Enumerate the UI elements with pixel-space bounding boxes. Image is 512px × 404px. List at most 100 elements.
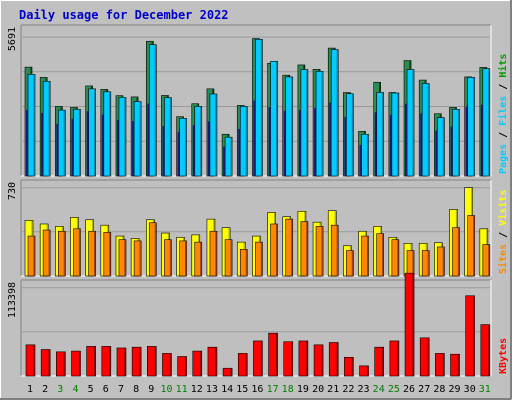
kbytes-bar-1	[25, 344, 36, 377]
sites-bar-7-face	[118, 239, 127, 277]
files-bar-24-edge	[382, 93, 384, 176]
legend-visits: Sites / Visits	[497, 190, 509, 274]
kbytes-bar-20-edge	[321, 345, 323, 376]
x-tick-27: 27	[418, 384, 430, 395]
files-bar-15	[239, 106, 248, 177]
sites-bar-2-face	[42, 229, 51, 277]
kbytes-bar-18	[283, 341, 294, 377]
files-bar-3-edge	[63, 110, 65, 176]
kbytes-bar-24-face	[374, 346, 385, 377]
sites-bar-26-edge	[412, 251, 414, 276]
sites-bar-10-edge	[169, 240, 172, 276]
kbytes-bar-7	[116, 347, 127, 377]
x-tick-25: 25	[388, 384, 400, 395]
kbytes-bar-27-edge	[427, 338, 429, 376]
sites-bar-6	[103, 232, 112, 277]
kbytes-bar-31-edge	[488, 325, 490, 376]
pages-bar-6	[101, 114, 104, 176]
legend-hits: Hits	[497, 54, 509, 78]
sites-bar-17-face	[270, 223, 278, 277]
files-bar-1-edge	[33, 74, 35, 176]
kbytes-bar-26	[404, 272, 415, 377]
x-tick-19: 19	[297, 384, 309, 395]
kbytes-bar-7-edge	[124, 348, 126, 376]
pages-bar-25	[389, 114, 392, 176]
files-bar-20-edge	[321, 71, 323, 176]
kbytes-bar-25	[389, 340, 400, 377]
y-max-label-kbytes: 113398	[7, 282, 18, 318]
kbytes-bar-14	[222, 367, 233, 377]
pages-bar-18	[283, 110, 286, 176]
sites-bar-6-face	[103, 232, 112, 277]
x-tick-29: 29	[448, 384, 460, 395]
kbytes-bar-26-face	[404, 272, 415, 377]
sites-bar-12-edge	[200, 242, 202, 276]
kbytes-bar-3-edge	[63, 352, 65, 376]
sites-bar-1-edge	[33, 236, 35, 276]
kbytes-bar-22-face	[344, 357, 354, 377]
kbytes-bar-18-face	[283, 341, 294, 377]
x-tick-12: 12	[191, 384, 203, 395]
pages-bar-19	[298, 110, 301, 176]
sites-bar-15-face	[239, 249, 248, 277]
pages-bar-3	[56, 123, 59, 176]
x-tick-23: 23	[357, 384, 369, 395]
kbytes-bar-25-face	[389, 340, 400, 377]
pages-bar-24	[374, 112, 377, 176]
sites-bar-12-face	[194, 241, 203, 277]
sites-bar-3	[58, 230, 66, 277]
kbytes-bar-31	[480, 324, 491, 377]
files-bar-30-edge	[473, 77, 475, 176]
bar-marks	[24, 38, 491, 377]
legend-separator: /	[498, 78, 509, 96]
sites-bar-31-edge	[488, 245, 490, 276]
files-bar-27-edge	[427, 83, 429, 176]
files-bar-7-edge	[124, 97, 126, 176]
kbytes-bar-29	[450, 353, 460, 377]
sites-bar-14	[224, 239, 233, 277]
sites-bar-7-edge	[124, 240, 126, 276]
sites-bar-2-edge	[48, 230, 50, 276]
sites-bar-1	[27, 235, 36, 277]
kbytes-bar-21	[328, 342, 339, 377]
y-max-labels: 5691 730 113398	[7, 27, 18, 318]
kbytes-bar-13	[207, 346, 218, 377]
legend-usage: Pages / Files / Hits	[497, 54, 509, 174]
x-tick-1: 1	[27, 384, 33, 395]
kbytes-bar-30-edge	[473, 296, 475, 376]
sites-bar-23-face	[361, 235, 369, 277]
sites-bar-30	[467, 215, 475, 277]
x-tick-5: 5	[88, 384, 94, 395]
kbytes-bar-29-edge	[457, 354, 460, 376]
kbytes-bar-8	[131, 346, 142, 377]
sites-bar-8-edge	[139, 241, 141, 276]
files-bar-15-edge	[245, 106, 247, 176]
sites-bar-17-edge	[275, 224, 278, 276]
sites-bar-26	[406, 250, 415, 277]
sites-bar-31	[482, 244, 491, 277]
kbytes-bar-27-face	[419, 337, 430, 377]
files-bar-26-edge	[412, 70, 414, 176]
kbytes-bar-19	[298, 340, 309, 377]
kbytes-bar-6-edge	[109, 346, 111, 376]
series-legends: Pages / Files / Hits Sites / Visits KBytes	[497, 54, 509, 374]
sites-bar-15-edge	[245, 249, 247, 276]
legend-kbytes: KBytes	[498, 338, 509, 374]
pages-bar-15	[238, 128, 241, 176]
files-bar-22-edge	[351, 94, 353, 176]
sites-bar-4-face	[73, 228, 81, 277]
kbytes-bar-13-edge	[215, 347, 217, 376]
kbytes-bar-17-face	[268, 332, 278, 377]
sites-bar-16-edge	[260, 242, 263, 276]
pages-bar-5	[86, 111, 89, 176]
sites-bar-11-face	[179, 240, 187, 277]
kbytes-bar-15-face	[237, 353, 248, 377]
files-bar-22	[346, 93, 354, 177]
files-bar-4	[73, 109, 81, 177]
pages-bar-9	[147, 103, 150, 176]
x-tick-24: 24	[373, 384, 385, 395]
pages-bar-30	[465, 106, 468, 176]
kbytes-bar-25-edge	[397, 341, 399, 376]
kbytes-bar-19-face	[298, 340, 309, 377]
